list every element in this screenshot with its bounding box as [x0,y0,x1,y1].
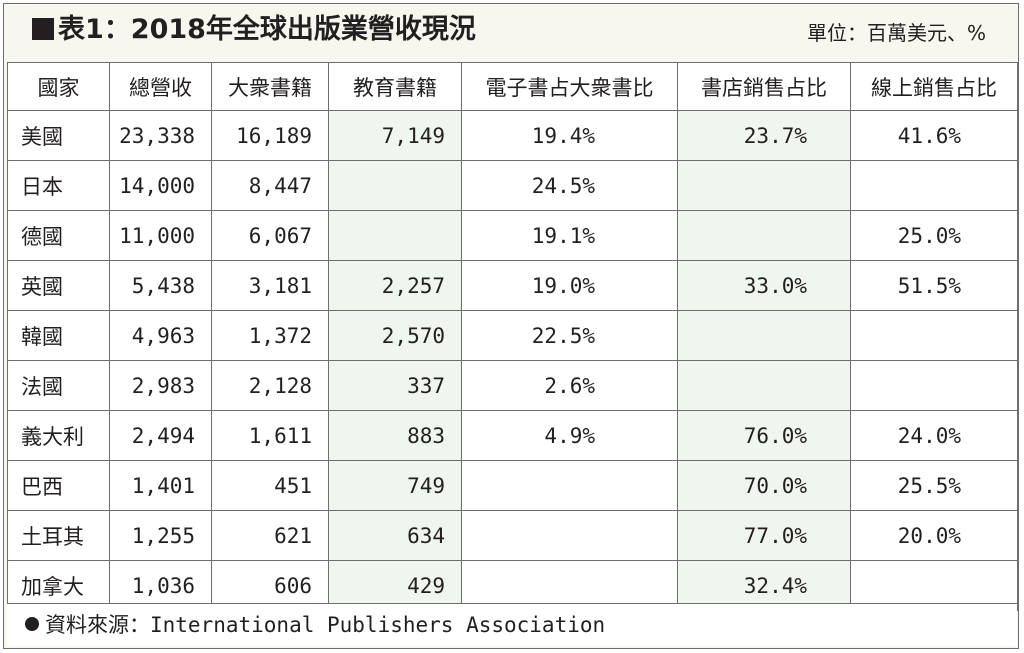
data-cell: 41.6% [850,110,1018,161]
column-header: 國家 [7,62,110,111]
data-cell: 20.0% [850,510,1018,561]
data-cell: 2,494 [109,410,212,461]
table-row: 德國 11,000 6,067 19.1% 25.0% [7,210,1018,261]
source-note: 資料來源：International Publishers Associatio… [25,611,605,639]
data-cell: 25.5% [850,460,1018,511]
source-text: International Publishers Association [150,613,606,637]
data-cell [677,160,851,211]
country-cell: 法國 [7,360,110,411]
table-row: 加拿大 1,036 606 429 32.4% [7,560,1018,611]
table-row: 法國 2,983 2,128 337 2.6% [7,360,1018,411]
data-cell: 2,257 [328,260,462,311]
table-row: 巴西 1,401 451 749 70.0% 25.5% [7,460,1018,511]
data-cell: 19.4% [461,110,678,161]
data-cell: 634 [328,510,462,561]
data-cell [677,310,851,361]
data-cell: 76.0% [677,410,851,461]
data-cell: 1,372 [211,310,329,361]
data-cell: 16,189 [211,110,329,161]
country-cell: 加拿大 [7,560,110,611]
data-cell: 32.4% [677,560,851,611]
data-cell [850,310,1018,361]
table-title-text: 表1：2018年全球出版業營收現況 [58,14,476,45]
data-cell: 23,338 [109,110,212,161]
data-cell: 25.0% [850,210,1018,261]
data-cell [677,360,851,411]
data-cell [461,460,678,511]
table-row: 英國 5,438 3,181 2,257 19.0% 33.0% 51.5% [7,260,1018,311]
data-cell [461,560,678,611]
country-cell: 義大利 [7,410,110,461]
column-header: 教育書籍 [328,62,462,111]
data-cell: 883 [328,410,462,461]
title-bar: 表1：2018年全球出版業營收現況 單位：百萬美元、% [4,4,1018,61]
column-header: 大衆書籍 [211,62,329,111]
data-cell [850,560,1018,611]
data-cell: 19.0% [461,260,678,311]
data-cell [850,360,1018,411]
data-cell: 4.9% [461,410,678,461]
country-cell: 美國 [7,110,110,161]
footer: 資料來源：International Publishers Associatio… [7,603,1017,646]
data-cell: 11,000 [109,210,212,261]
data-cell: 8,447 [211,160,329,211]
data-cell: 2,570 [328,310,462,361]
table-frame: 表1：2018年全球出版業營收現況 單位：百萬美元、% 國家 總營收 大衆書籍 教育書… [3,3,1019,649]
table-row: 義大利 2,494 1,611 883 4.9% 76.0% 24.0% [7,410,1018,461]
data-cell [461,510,678,561]
data-cell: 77.0% [677,510,851,561]
data-cell: 6,067 [211,210,329,261]
country-cell: 巴西 [7,460,110,511]
data-cell: 337 [328,360,462,411]
data-cell [328,160,462,211]
header-row: 國家 總營收 大衆書籍 教育書籍 電子書占大衆書比 書店銷售占比 線上銷售占比 [7,62,1018,111]
title-square-icon [32,18,54,40]
table-row: 日本 14,000 8,447 24.5% [7,160,1018,211]
column-header: 總營收 [109,62,212,111]
bullet-icon [25,617,39,631]
data-cell: 19.1% [461,210,678,261]
data-cell: 22.5% [461,310,678,361]
country-cell: 土耳其 [7,510,110,561]
data-cell: 451 [211,460,329,511]
data-cell: 4,963 [109,310,212,361]
data-cell: 5,438 [109,260,212,311]
country-cell: 英國 [7,260,110,311]
data-cell: 2.6% [461,360,678,411]
country-cell: 德國 [7,210,110,261]
data-cell: 33.0% [677,260,851,311]
data-cell: 23.7% [677,110,851,161]
data-cell: 24.5% [461,160,678,211]
data-cell: 3,181 [211,260,329,311]
column-header: 書店銷售占比 [677,62,851,111]
data-cell: 1,611 [211,410,329,461]
data-cell: 429 [328,560,462,611]
data-cell: 1,255 [109,510,212,561]
data-cell [328,210,462,261]
column-header: 線上銷售占比 [850,62,1018,111]
data-cell: 7,149 [328,110,462,161]
data-cell: 621 [211,510,329,561]
data-cell [677,210,851,261]
country-cell: 日本 [7,160,110,211]
column-header: 電子書占大衆書比 [461,62,678,111]
data-table: 國家 總營收 大衆書籍 教育書籍 電子書占大衆書比 書店銷售占比 線上銷售占比 美國 23,3… [7,62,1018,611]
unit-label: 單位：百萬美元、% [806,21,986,45]
data-cell: 24.0% [850,410,1018,461]
data-cell: 1,401 [109,460,212,511]
table-title: 表1：2018年全球出版業營收現況 [32,10,476,50]
data-cell: 70.0% [677,460,851,511]
data-cell: 14,000 [109,160,212,211]
country-cell: 韓國 [7,310,110,361]
table-body: 美國 23,338 16,189 7,149 19.4% 23.7% 41.6% 日本 14,0… [7,110,1018,611]
table-row: 土耳其 1,255 621 634 77.0% 20.0% [7,510,1018,561]
data-cell: 51.5% [850,260,1018,311]
data-cell [850,160,1018,211]
data-cell: 2,983 [109,360,212,411]
data-cell: 749 [328,460,462,511]
data-cell: 2,128 [211,360,329,411]
table-row: 美國 23,338 16,189 7,149 19.4% 23.7% 41.6% [7,110,1018,161]
source-label: 資料來源： [45,613,150,637]
table-row: 韓國 4,963 1,372 2,570 22.5% [7,310,1018,361]
